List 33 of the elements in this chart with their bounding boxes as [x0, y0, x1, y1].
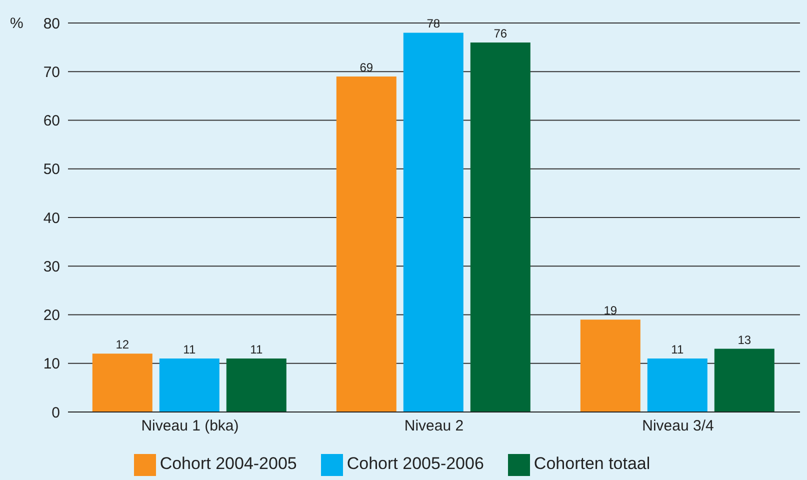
y-axis-title: %: [10, 15, 24, 32]
legend-label: Cohort 2005-2006: [346, 454, 484, 474]
legend-label: Cohort 2004-2005: [160, 454, 297, 474]
y-tick-label: 40: [43, 210, 60, 227]
data-label: 11: [183, 342, 196, 357]
data-label: 13: [738, 332, 752, 347]
y-tick-label: 50: [43, 161, 60, 178]
data-label: 11: [671, 342, 684, 357]
x-tick-label: Niveau 3/4: [642, 418, 714, 435]
data-label: 12: [116, 338, 130, 352]
y-tick-label: 20: [43, 307, 60, 324]
bar: [470, 42, 530, 412]
y-tick-label: 30: [43, 258, 60, 276]
bar: [159, 358, 220, 412]
bar: [226, 358, 286, 412]
data-label: 69: [360, 60, 374, 74]
data-label: 76: [494, 26, 508, 40]
y-tick-label: 10: [43, 356, 60, 373]
bar: [647, 358, 708, 412]
data-label: 11: [250, 342, 263, 357]
x-tick-label: Niveau 1 (bka): [141, 418, 239, 435]
y-tick-label: 60: [43, 112, 60, 130]
x-tick-label: Niveau 2: [404, 418, 464, 435]
legend-label: Cohorten totaal: [534, 454, 650, 474]
data-label: 19: [604, 304, 618, 318]
bar: [403, 32, 464, 412]
y-tick-label: 70: [43, 64, 60, 81]
bar: [92, 354, 152, 412]
y-tick-label: 80: [43, 15, 60, 32]
y-tick-label: 0: [52, 404, 60, 422]
bar: [336, 76, 396, 412]
bar: [714, 348, 774, 412]
bar: [580, 320, 640, 412]
